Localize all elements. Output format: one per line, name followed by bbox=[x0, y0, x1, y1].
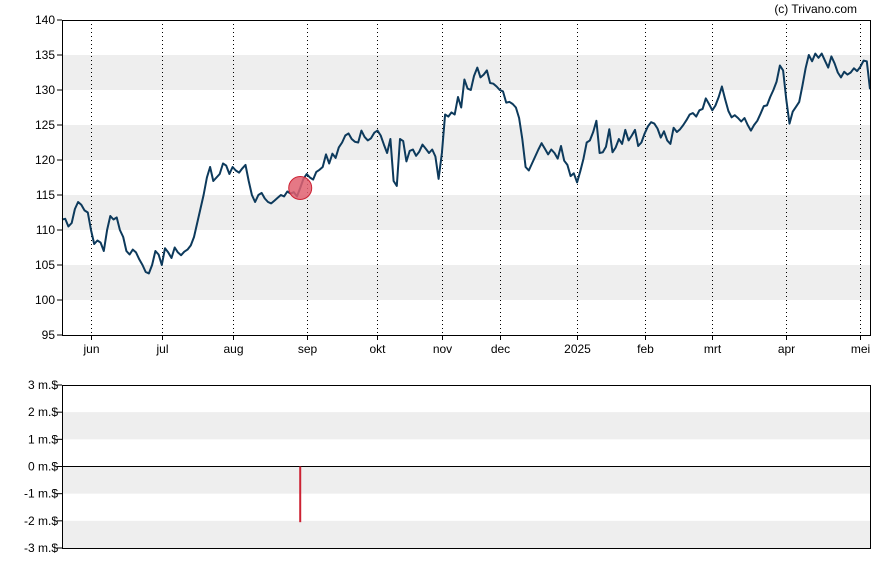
price-grid-bands bbox=[62, 55, 870, 300]
price-month-gridlines bbox=[91, 20, 861, 335]
price-y-ticks: 95 100 105 110 115 120 125 130 135 140 bbox=[35, 13, 62, 342]
price-panel: jun jul aug sep okt nov dec 2025 feb mrt apr mei 95… bbox=[35, 13, 871, 356]
volume-y-tick-label: 1 m.$ bbox=[28, 432, 58, 446]
x-tick-label: jun bbox=[82, 342, 99, 356]
y-tick-label: 115 bbox=[36, 188, 55, 202]
x-tick-label: sep bbox=[298, 342, 318, 356]
volume-y-tick-label: -1 m.$ bbox=[24, 487, 58, 501]
x-tick-label: jul bbox=[155, 342, 168, 356]
x-tick-label: feb bbox=[637, 342, 654, 356]
y-tick-label: 95 bbox=[42, 328, 56, 342]
x-tick-label: 2025 bbox=[564, 342, 591, 356]
y-tick-label: 110 bbox=[36, 223, 55, 237]
volume-y-tick-label: 3 m.$ bbox=[28, 378, 58, 392]
x-tick-label: apr bbox=[778, 342, 795, 356]
volume-y-tick-label: 2 m.$ bbox=[28, 405, 58, 419]
volume-y-ticks: 3 m.$ 2 m.$ 1 m.$ 0 m.$ -1 m.$ -2 m.$ -3 m.$ bbox=[24, 378, 62, 555]
volume-y-tick-label: -2 m.$ bbox=[24, 514, 58, 528]
x-tick-label: mei bbox=[851, 342, 870, 356]
volume-grid-bands bbox=[62, 412, 870, 548]
highlight-marker bbox=[288, 176, 313, 200]
copyright-label: (c) Trivano.com bbox=[774, 2, 857, 16]
volume-band bbox=[62, 466, 870, 494]
y-tick-label: 130 bbox=[35, 83, 55, 97]
y-tick-label: 100 bbox=[35, 293, 55, 307]
y-tick-label: 135 bbox=[35, 48, 55, 62]
volume-band bbox=[62, 412, 870, 440]
price-band bbox=[62, 195, 870, 230]
volume-band bbox=[62, 520, 870, 548]
volume-panel-frame bbox=[62, 385, 871, 549]
y-tick-label: 140 bbox=[35, 13, 55, 27]
y-tick-label: 120 bbox=[35, 153, 55, 167]
x-tick-label: dec bbox=[491, 342, 510, 356]
price-band bbox=[62, 265, 870, 300]
volume-y-tick-label: 0 m.$ bbox=[28, 460, 58, 474]
volume-panel: 3 m.$ 2 m.$ 1 m.$ 0 m.$ -1 m.$ -2 m.$ -3 m.$ bbox=[24, 378, 871, 555]
y-tick-label: 125 bbox=[35, 118, 55, 132]
x-tick-label: aug bbox=[223, 342, 243, 356]
price-x-ticks: jun jul aug sep okt nov dec 2025 feb mrt apr mei bbox=[82, 335, 870, 356]
x-tick-label: mrt bbox=[704, 342, 722, 356]
price-line bbox=[61, 52, 871, 275]
price-panel-frame bbox=[62, 20, 871, 336]
price-band bbox=[62, 125, 870, 160]
volume-y-tick-label: -3 m.$ bbox=[24, 541, 58, 555]
y-tick-label: 105 bbox=[35, 258, 55, 272]
x-tick-label: okt bbox=[369, 342, 386, 356]
x-tick-label: nov bbox=[433, 342, 452, 356]
